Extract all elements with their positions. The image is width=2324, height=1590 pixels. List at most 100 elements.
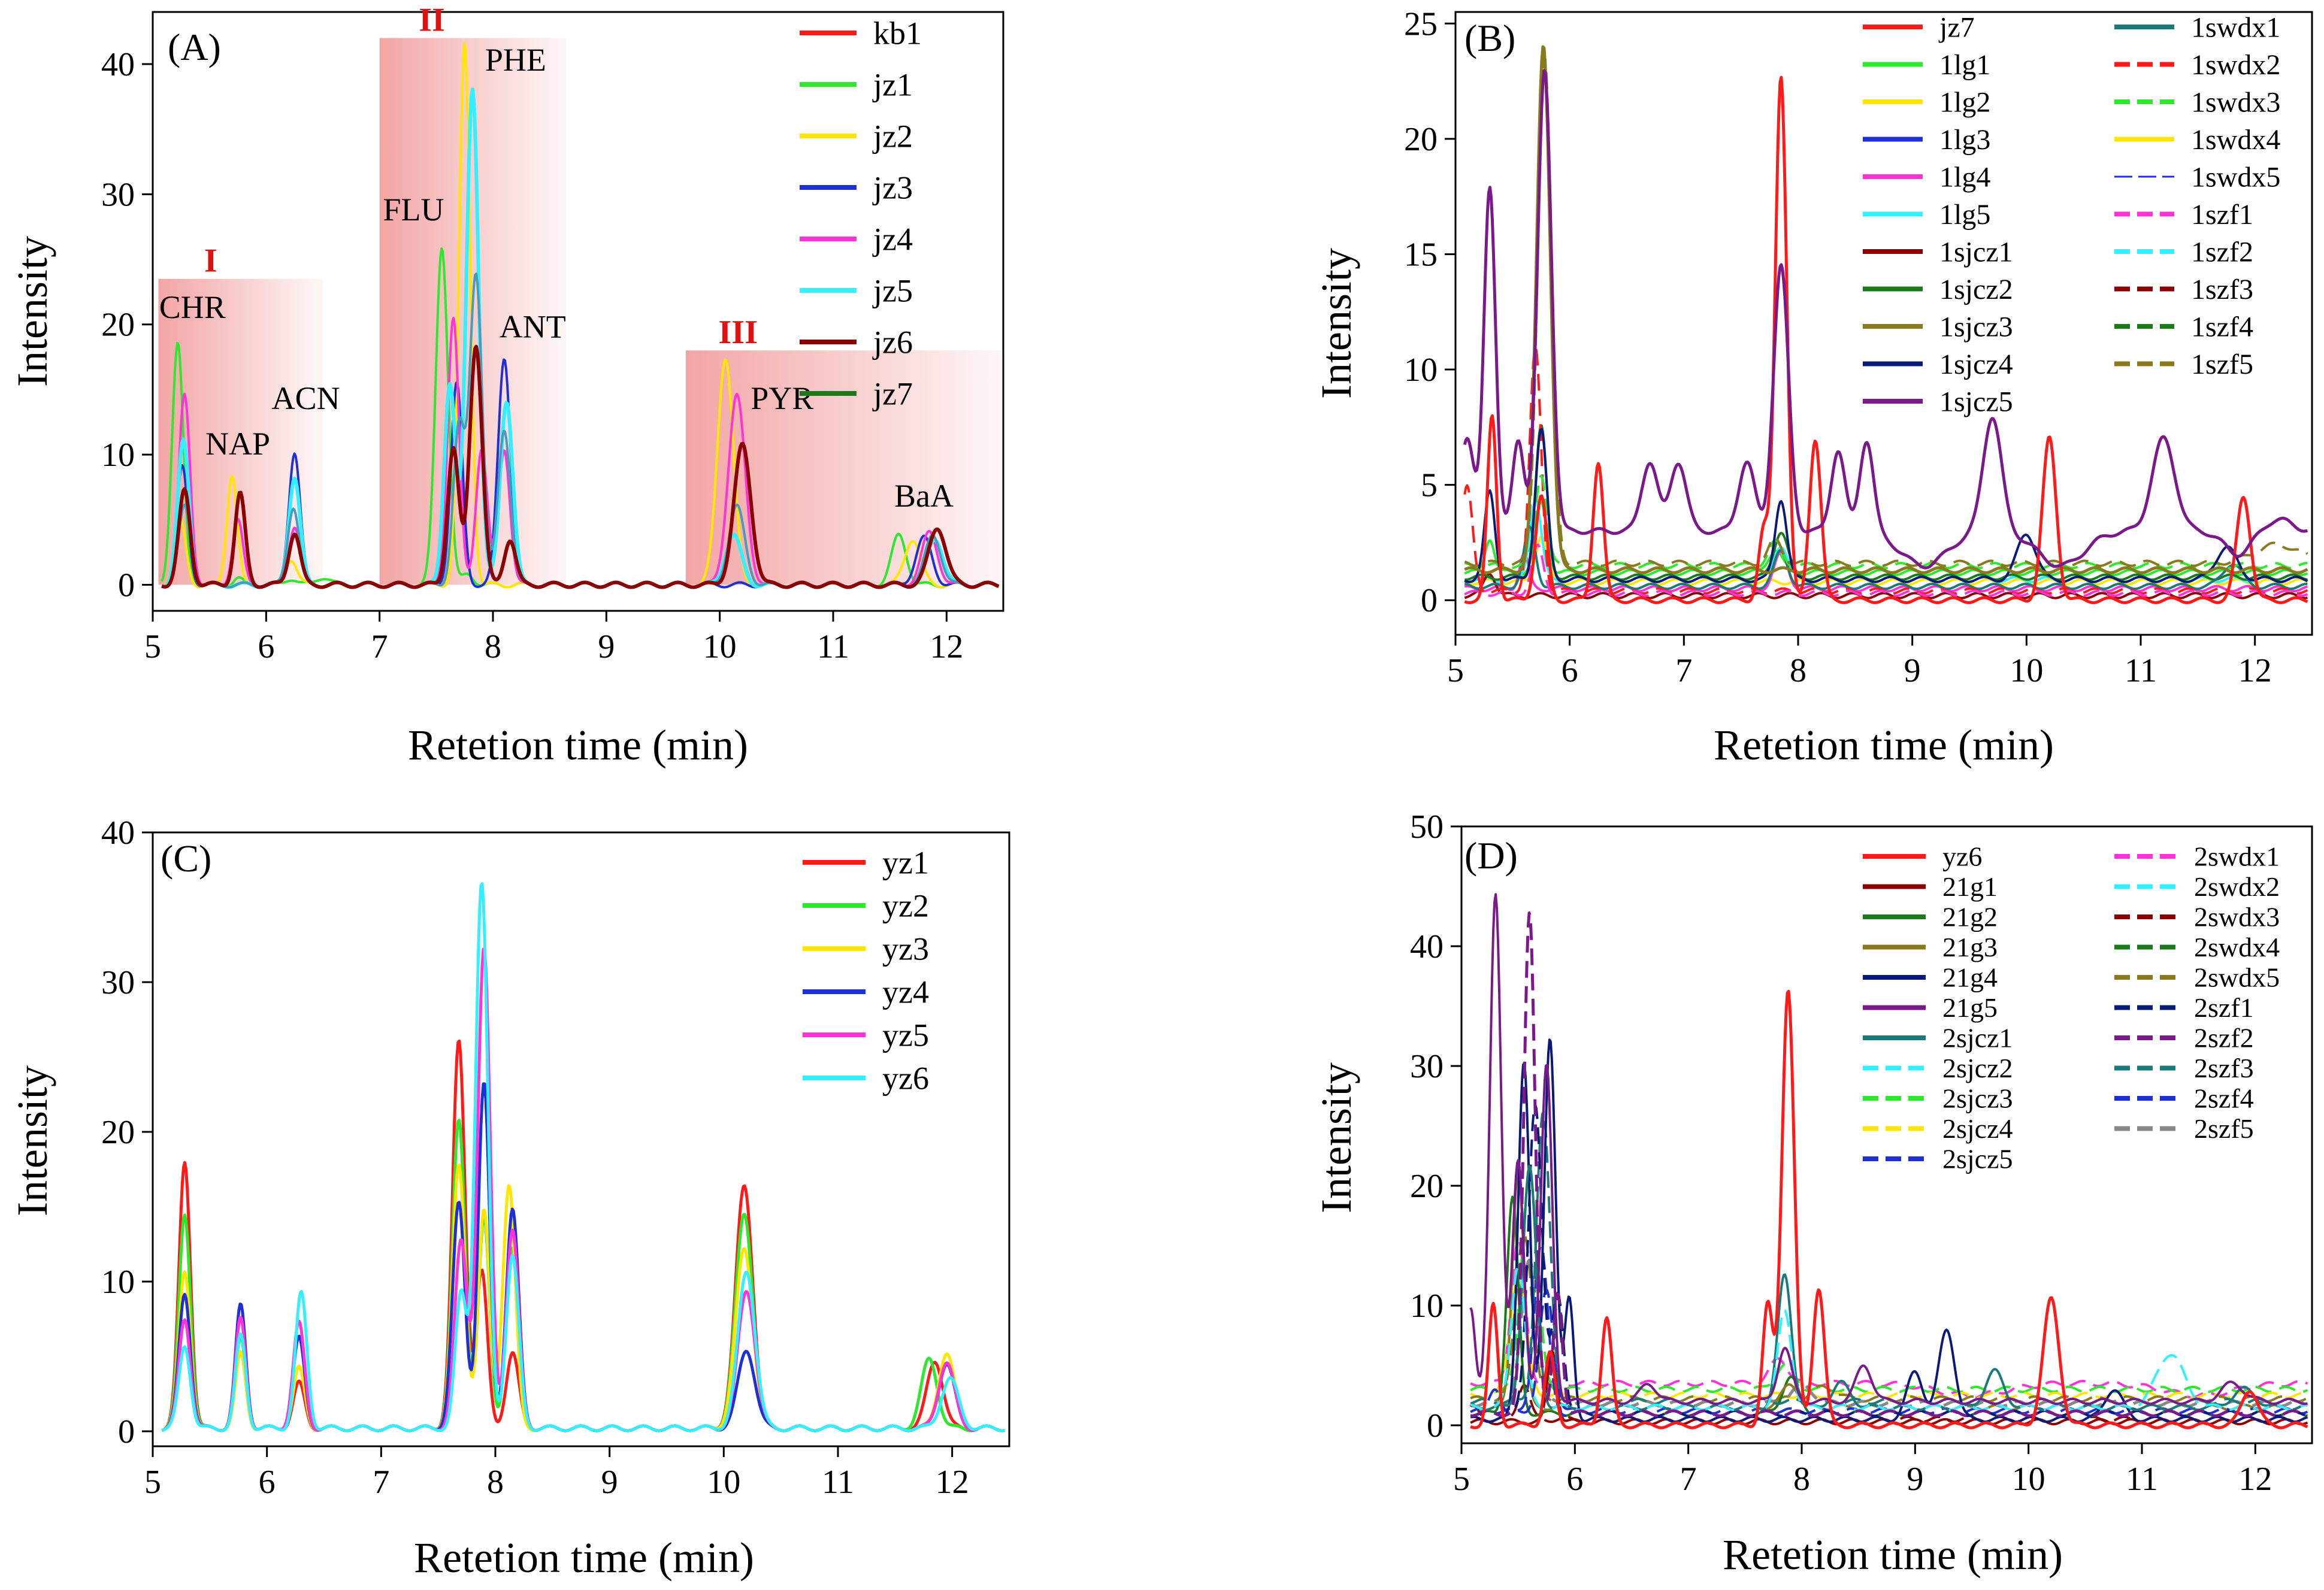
panel-c-plot-area — [152, 831, 1010, 1447]
legend-label-d-2szf4: 2szf4 — [2194, 1083, 2254, 1114]
y-tick-label-d-0: 0 — [1427, 1407, 1444, 1444]
series-c-yz5 — [161, 947, 1005, 1432]
legend-label-a-jz4: jz4 — [872, 221, 913, 257]
series-c-yz1 — [161, 1039, 1005, 1432]
y-tick-label-c-40: 40 — [101, 814, 135, 852]
legend-label-a-jz3: jz3 — [872, 169, 913, 205]
panel-c-legend: yz1 yz2 yz3 yz4 yz5 yz6 — [803, 844, 929, 1096]
legend-label-d-2sjcz2: 2sjcz2 — [1942, 1053, 2013, 1083]
panel-d-x-axis-label: Retetion time (min) — [1723, 1531, 2063, 1579]
series-c-yz4 — [161, 1082, 1005, 1432]
x-tick-label-c-6: 6 — [259, 1464, 276, 1501]
panel-c-x-axis-label: Retetion time (min) — [414, 1534, 754, 1582]
series-d-2szf5 — [1470, 1258, 2308, 1408]
series-b-1sjcz5 — [1463, 69, 2308, 570]
legend-label-c-yz5: yz5 — [882, 1017, 929, 1053]
series-d-2szf2 — [1470, 911, 2308, 1418]
legend-label-c-yz1: yz1 — [882, 844, 929, 880]
legend-label-d-2swdx4: 2swdx4 — [2194, 932, 2280, 962]
y-tick-label-a-30: 30 — [101, 176, 135, 213]
peak-label-BaA: BaA — [894, 478, 954, 514]
x-tick-label-c-12: 12 — [936, 1464, 969, 1501]
legend-label-b-1lg1: 1lg1 — [1939, 49, 1990, 81]
x-tick-label-b-12: 12 — [2238, 652, 2272, 689]
series-b-1szf5 — [1464, 57, 2308, 567]
legend-label-d-2sjcz4: 2sjcz4 — [1942, 1113, 2013, 1144]
x-tick-label-d-7: 7 — [1680, 1461, 1697, 1498]
legend-label-b-jz7: jz7 — [1938, 11, 1975, 43]
legend-label-d-21g4: 21g4 — [1942, 962, 1998, 993]
series-b-1sjcz4 — [1464, 428, 2308, 583]
y-tick-label-d-20: 20 — [1410, 1168, 1444, 1205]
region-label-II: II — [419, 1, 445, 38]
x-tick-label-a-7: 7 — [371, 628, 388, 665]
legend-label-d-yz6: yz6 — [1942, 841, 1982, 872]
panel-b-legend: jz7 1lg1 1lg2 1lg3 1lg4 1lg5 1sjcz1 1sjcz2 1sjcz… — [1863, 11, 2280, 417]
legend-label-b-1szf3: 1szf3 — [2191, 274, 2253, 305]
panel-a-y-axis-label: Intensity — [8, 236, 56, 387]
series-b-1swdx1 — [1464, 525, 2308, 590]
legend-label-b-1swdx5: 1swdx5 — [2191, 161, 2280, 193]
x-tick-label-b-11: 11 — [2125, 652, 2157, 689]
legend-label-c-yz6: yz6 — [882, 1060, 929, 1096]
series-d-2sjcz3 — [1470, 1175, 2308, 1394]
series-b-1sjcz3 — [1464, 45, 2308, 574]
y-tick-label-d-10: 10 — [1410, 1288, 1444, 1325]
peak-label-ACN: ACN — [272, 380, 340, 416]
legend-label-a-jz6: jz6 — [872, 324, 913, 360]
legend-label-d-2sjcz3: 2sjcz3 — [1942, 1083, 2013, 1114]
legend-label-d-2swdx1: 2swdx1 — [2194, 841, 2280, 872]
peak-label-FLU: FLU — [383, 192, 444, 228]
legend-label-c-yz2: yz2 — [882, 888, 929, 923]
series-b-1sjcz2 — [1464, 424, 2308, 581]
legend-label-b-1sjcz1: 1sjcz1 — [1939, 236, 2013, 268]
x-tick-label-a-10: 10 — [703, 628, 737, 665]
x-tick-label-c-9: 9 — [601, 1464, 618, 1501]
panel-a-series — [161, 42, 1000, 589]
y-tick-label-c-20: 20 — [101, 1114, 135, 1151]
series-d-2swdx1 — [1470, 1238, 2308, 1400]
x-tick-label-b-7: 7 — [1675, 652, 1692, 689]
panel-a-ticks: 5 6 7 8 9 10 11 12 0 10 20 30 40 — [101, 46, 963, 665]
series-d-yz6 — [1470, 989, 2308, 1430]
peak-label-ANT: ANT — [500, 308, 566, 344]
x-tick-label-c-5: 5 — [144, 1464, 161, 1501]
legend-label-b-1szf5: 1szf5 — [2191, 349, 2253, 380]
y-tick-label-a-40: 40 — [101, 46, 135, 83]
x-tick-label-a-6: 6 — [258, 628, 274, 665]
panel-d-series — [1469, 893, 2308, 1430]
panel-c-series — [161, 882, 1005, 1432]
legend-label-d-2szf3: 2szf3 — [2194, 1053, 2254, 1083]
x-tick-label-a-5: 5 — [144, 628, 161, 665]
panel-a-legend: kb1 jz1 jz2 jz3 jz4 jz5 jz6 jz7 — [800, 15, 922, 411]
y-tick-label-a-10: 10 — [101, 437, 135, 474]
y-tick-label-d-40: 40 — [1410, 928, 1444, 965]
y-tick-label-c-0: 0 — [118, 1413, 135, 1450]
series-d-2sjcz1 — [1470, 1165, 2308, 1412]
legend-label-b-1swdx2: 1swdx2 — [2191, 49, 2280, 81]
x-tick-label-d-8: 8 — [1793, 1461, 1810, 1498]
x-tick-label-b-9: 9 — [1904, 652, 1921, 689]
x-tick-label-a-12: 12 — [930, 628, 963, 665]
legend-label-a-jz7: jz7 — [872, 375, 913, 411]
panel-b-label: (B) — [1464, 17, 1515, 59]
panel-d-ticks: 5 6 7 8 9 10 11 12 0 10 20 30 40 50 — [1410, 808, 2272, 1498]
x-tick-label-d-6: 6 — [1566, 1461, 1583, 1498]
legend-label-b-1sjcz2: 1sjcz2 — [1939, 274, 2013, 305]
y-tick-label-b-0: 0 — [1421, 582, 1438, 619]
legend-label-d-2szf5: 2szf5 — [2194, 1113, 2254, 1144]
legend-label-b-1swdx1: 1swdx1 — [2191, 11, 2280, 43]
x-tick-label-a-8: 8 — [485, 628, 501, 665]
panel-b-series — [1463, 45, 2308, 604]
y-tick-label-d-50: 50 — [1410, 808, 1444, 846]
legend-label-b-1swdx4: 1swdx4 — [2191, 124, 2280, 156]
legend-label-a-jz2: jz2 — [872, 118, 913, 154]
panel-d-y-axis-label: Intensity — [1312, 1062, 1360, 1213]
panel-c-y-axis-label: Intensity — [8, 1065, 56, 1216]
panel-d-legend: yz621g121g221g321g421g52sjcz12sjcz22sjcz… — [1863, 841, 2280, 1174]
peak-label-NAP: NAP — [205, 426, 270, 462]
y-tick-label-b-20: 20 — [1404, 121, 1438, 158]
